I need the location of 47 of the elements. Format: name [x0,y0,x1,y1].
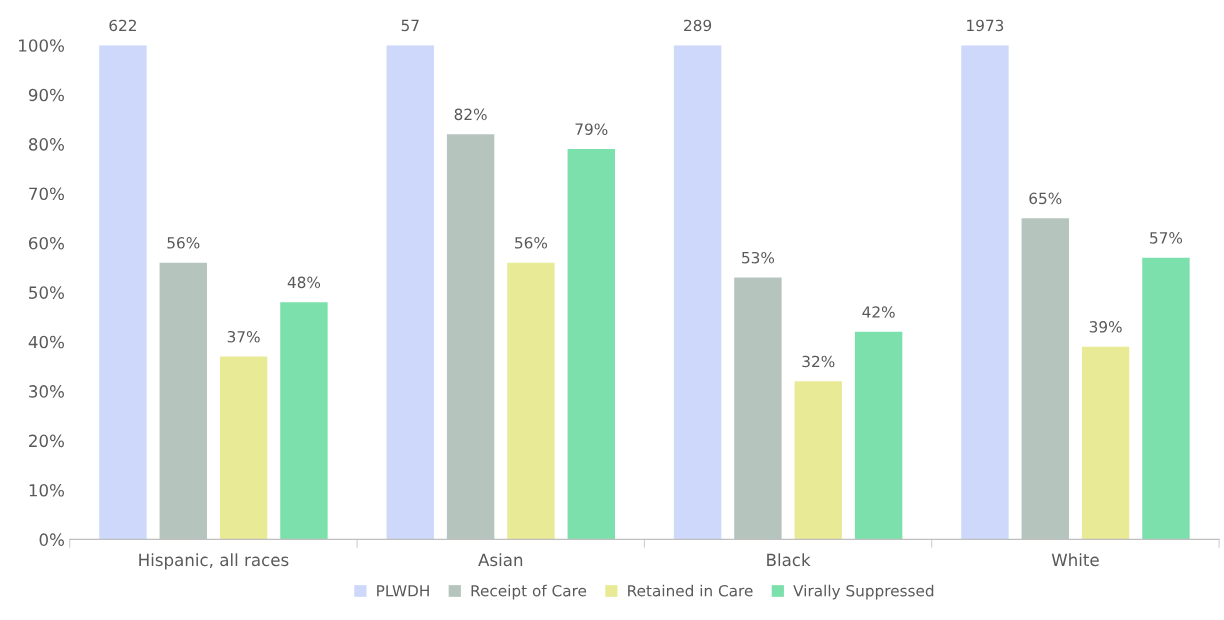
y-tick-label: 20% [29,434,64,448]
bar [280,302,328,540]
y-tick-label: 0% [39,533,64,546]
data-label: 56% [515,237,548,249]
y-tick-label: 60% [29,236,64,250]
text: 289 [684,19,712,32]
text: 1973 [967,19,1004,32]
x-tick-label: Black [767,553,811,567]
text: 57 [401,19,419,32]
data-label: 79% [575,123,608,135]
y-tick-label: 80% [28,138,64,151]
data-label: 65% [1029,192,1062,205]
data-label: 32% [802,355,835,368]
data-label: 37% [227,330,260,343]
y-tick-label: 70% [29,187,64,201]
bar [1081,346,1130,540]
x-tick-label: White [1051,553,1099,567]
bar [99,45,147,540]
y-tick-label: 90% [28,88,64,102]
text: 622 [109,19,136,32]
data-label: 42% [862,306,895,318]
bar [219,356,268,540]
data-label: 57% [1150,232,1183,244]
bar [854,331,903,540]
y-tick-label: 50% [29,286,64,299]
y-tick-label: 30% [29,385,64,398]
bar [673,45,722,540]
bar [386,45,434,540]
data-label: 39% [1089,321,1122,333]
bar [567,149,615,540]
bar [794,381,842,540]
y-tick-label: 40% [28,335,64,349]
x-tick-label: Hispanic, all races [139,553,289,570]
data-label: 48% [287,276,321,289]
bar [507,262,555,540]
bar [961,45,1009,540]
y-tick-label: 100% [19,39,64,52]
x-tick-label: Asian [478,553,523,567]
y-tick-label: 10% [29,483,64,497]
legend-label: Retained in Care [628,584,753,597]
legend-label: Receipt of Care [471,584,587,600]
bar [1142,257,1190,540]
legend-label: PLWDH [377,585,429,597]
data-label: 82% [454,108,487,121]
data-label: 53% [742,251,775,264]
legend-label: Virally Suppressed [793,584,934,600]
data-label: 56% [167,237,200,249]
